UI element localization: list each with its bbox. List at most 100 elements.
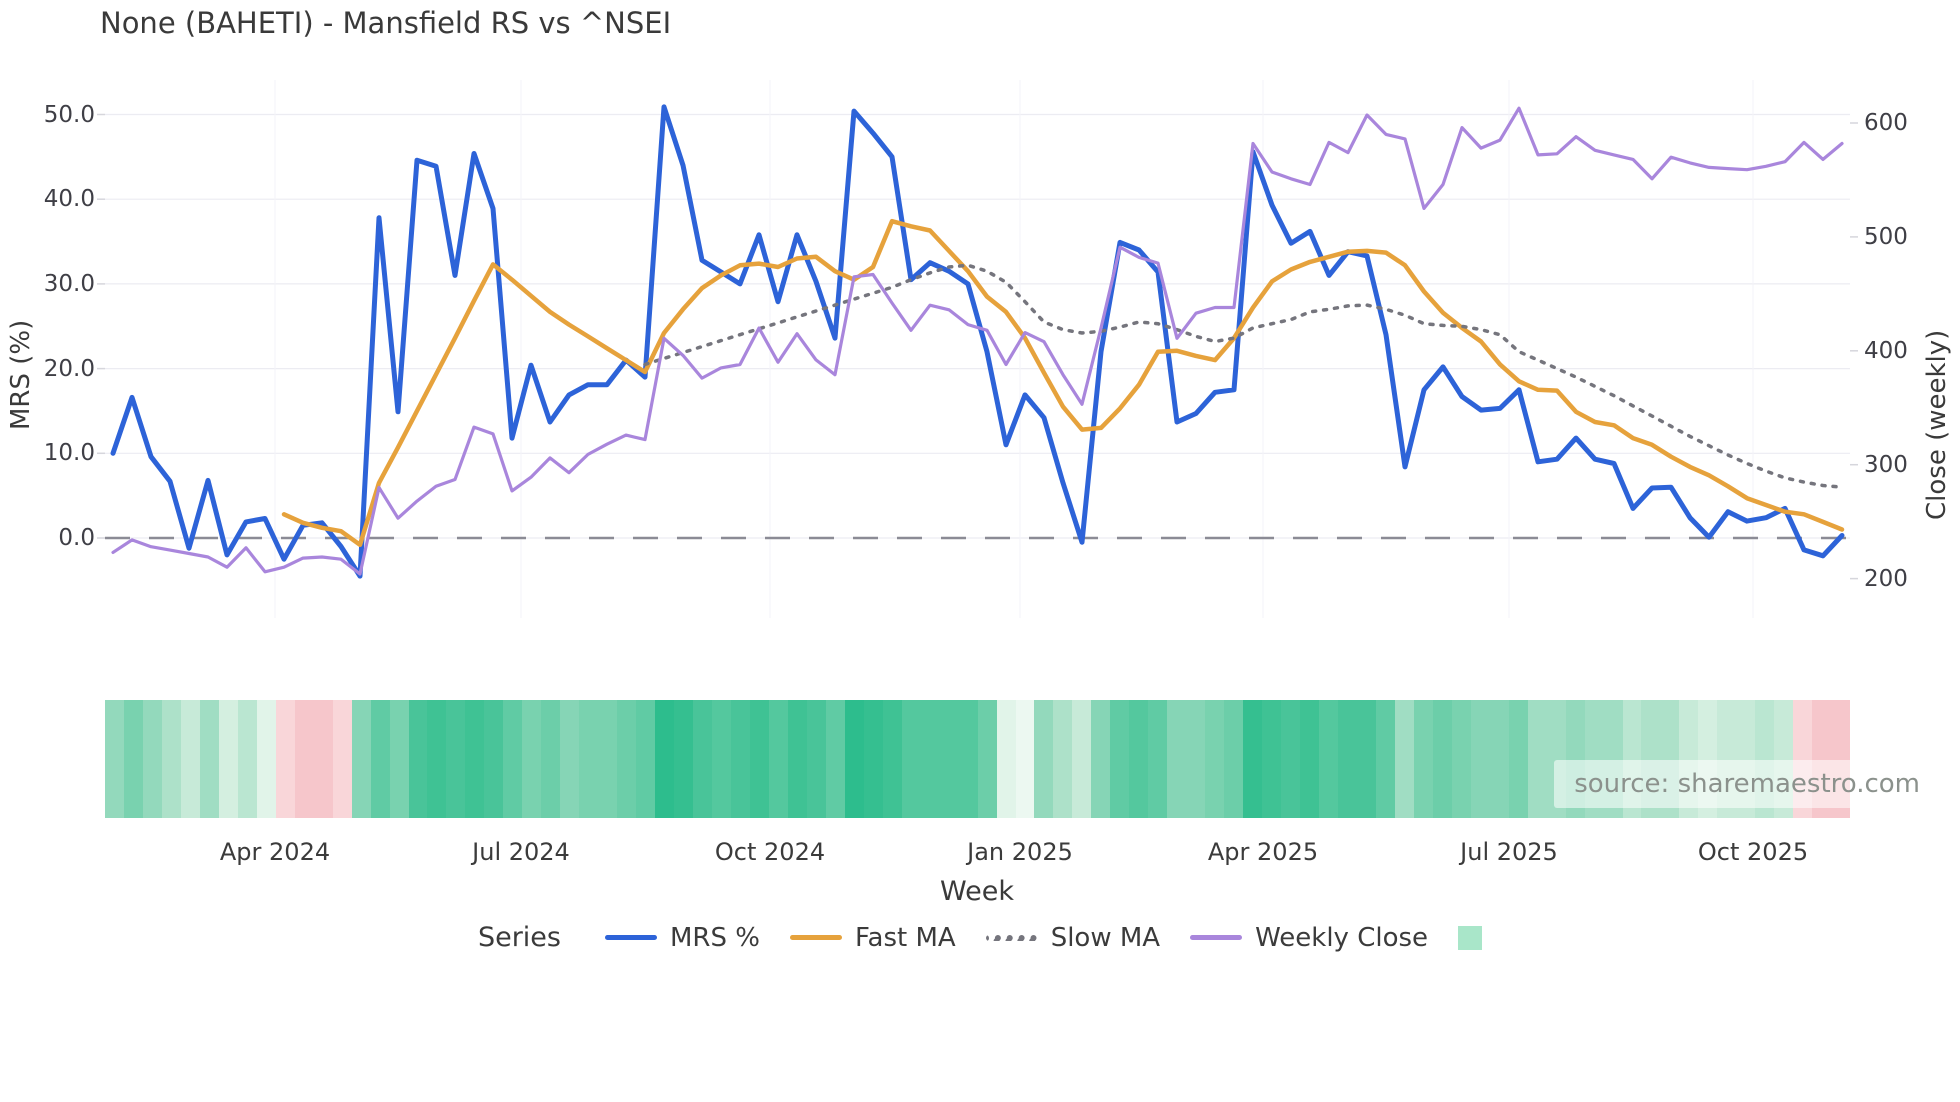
heat-cell [901, 700, 921, 818]
heat-cell [787, 700, 807, 818]
heat-cell [389, 700, 409, 818]
legend-item-heat-swatch [1458, 925, 1483, 950]
fast-ma-line-swatch-icon [789, 935, 842, 940]
series-line [281, 218, 1845, 548]
heat-cell [1451, 700, 1471, 818]
heat-cell [218, 700, 238, 818]
heat-cell [977, 700, 997, 818]
heat-cell [1319, 700, 1338, 818]
x-tick-label: Jul 2024 [472, 838, 570, 866]
y-right-tick-label: 200 [1864, 565, 1908, 592]
heat-cell [1091, 700, 1111, 818]
heat-cell [541, 700, 561, 818]
heat-cell [1186, 700, 1206, 818]
heat-cell [1375, 700, 1395, 818]
heat-cell [1072, 700, 1092, 818]
heat-cell [1129, 700, 1149, 818]
y-left-tick-label: 50.0 [43, 101, 95, 128]
heat-cell [1300, 700, 1319, 818]
y-right-tick-label: 400 [1864, 337, 1908, 364]
heat-cell [1337, 700, 1357, 818]
heat-cell [598, 700, 618, 818]
heat-cell [256, 700, 276, 818]
heat-cell [1110, 700, 1130, 818]
legend-item-fast-ma: Fast MA [789, 922, 956, 953]
legend-item-weekly-close: Weekly Close [1190, 923, 1428, 953]
heat-cell [199, 700, 219, 818]
heat-cell [1413, 700, 1433, 818]
heat-cell [920, 700, 940, 818]
heat-cell [503, 700, 523, 818]
mrs-line-swatch-icon [604, 935, 657, 940]
heat-cell [1432, 700, 1452, 818]
heat-cell [636, 700, 656, 818]
heat-cell [1281, 700, 1301, 818]
legend-item-mrs: MRS % [604, 922, 760, 953]
heat-cell [749, 700, 769, 818]
heat-cell [1527, 700, 1547, 818]
heat-cell [1356, 700, 1376, 818]
weekly-close-line-swatch-icon [1190, 935, 1243, 940]
heat-cell [1053, 700, 1073, 818]
heat-cell [1015, 700, 1035, 818]
heat-cell [105, 700, 124, 818]
legend-item-label: MRS % [669, 922, 760, 953]
heat-cell [123, 700, 143, 818]
legend-item-label: Weekly Close [1255, 922, 1429, 953]
y-left-tick-label: 0.0 [58, 525, 95, 551]
heat-cell [882, 700, 902, 818]
chart-title: None (BAHETI) - Mansfield RS vs ^NSEI [100, 6, 672, 40]
y-left-tick-label: 20.0 [43, 355, 95, 382]
heat-cell [1148, 700, 1168, 818]
heat-cell [294, 700, 314, 818]
source-note: source: sharemaestro.com [1554, 760, 1940, 808]
heat-cell [863, 700, 883, 818]
x-tick-label: Apr 2024 [219, 838, 331, 866]
heat-cell [465, 700, 485, 818]
heat-cell [579, 700, 599, 818]
legend: Series MRS % Fast MA Slow MA Weekly Clos… [0, 922, 1960, 953]
series-line [111, 106, 1844, 576]
heat-cell [1262, 700, 1282, 818]
y-right-axis-title: Close (weekly) [1922, 329, 1952, 520]
x-tick-label: Jul 2025 [1460, 838, 1558, 866]
heat-cell [142, 700, 162, 818]
heat-cell [313, 700, 333, 818]
heat-cell [351, 700, 371, 818]
heat-cell [1224, 700, 1244, 818]
heat-strip-swatch-icon [1458, 925, 1483, 950]
heat-cell [275, 700, 295, 818]
heat-cell [939, 700, 959, 818]
y-right-tick-label: 300 [1864, 451, 1908, 478]
y-right-tick-label: 500 [1864, 223, 1908, 250]
heat-cell [522, 700, 542, 818]
heat-cell [806, 700, 826, 818]
heat-cell [712, 700, 731, 818]
heat-cell [332, 700, 352, 818]
heat-cell [446, 700, 466, 818]
heat-cell [730, 700, 750, 818]
heat-cell [1243, 700, 1263, 818]
heat-cell [958, 700, 978, 818]
heat-cell [560, 700, 580, 818]
heat-cell [825, 700, 845, 818]
x-axis-title: Week [940, 876, 1014, 907]
heat-cell [768, 700, 788, 818]
series-line [643, 263, 1844, 489]
heat-cell [1508, 700, 1528, 818]
heat-cell [674, 700, 694, 818]
y-right-tick-label: 600 [1864, 110, 1908, 136]
heat-cell [1167, 700, 1187, 818]
x-tick-label: Oct 2024 [714, 838, 826, 866]
heat-cell [484, 700, 504, 818]
legend-item-slow-ma: Slow MA [985, 923, 1160, 953]
legend-item-label: Fast MA [854, 922, 956, 953]
heat-cell [655, 700, 675, 818]
slow-ma-dotted-swatch-icon [985, 934, 1038, 941]
x-tick-label: Oct 2025 [1697, 838, 1809, 866]
y-left-tick-label: 10.0 [43, 440, 95, 467]
heat-cell [693, 700, 712, 818]
heat-cell [617, 700, 637, 818]
